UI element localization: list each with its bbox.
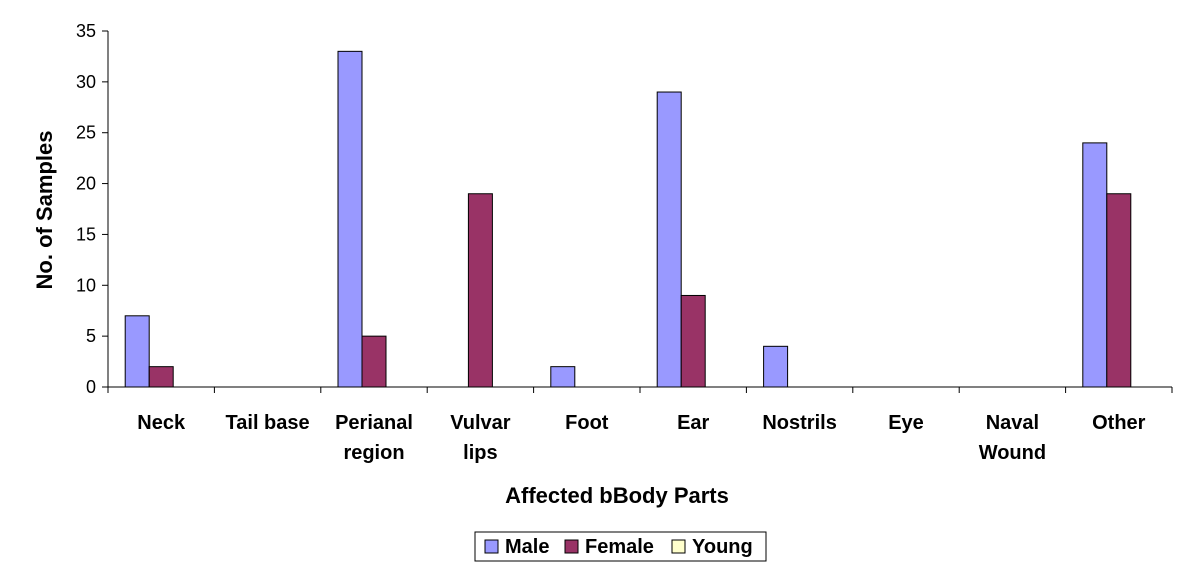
x-category-label: region: [343, 442, 404, 464]
y-tick-label: 30: [76, 72, 96, 92]
legend-label-female: Female: [585, 536, 654, 558]
bar-female-3: [467, 193, 493, 388]
y-axis: 0 5 10 15 20 25 30 35: [76, 21, 109, 397]
bar-female-0: [148, 366, 174, 388]
bars: [124, 50, 1132, 388]
bar-female-9: [1106, 193, 1132, 388]
legend-label-young: Young: [692, 536, 753, 558]
y-tick-label: 15: [76, 224, 96, 244]
x-category-label: Nostrils: [762, 412, 836, 434]
bar-female-5: [680, 294, 706, 388]
legend-label-male: Male: [505, 536, 549, 558]
legend-swatch-young: [671, 539, 686, 554]
x-category-label: Foot: [565, 412, 609, 434]
y-tick-label: 20: [76, 174, 96, 194]
bar-male-2: [337, 50, 363, 388]
x-category-label: Eye: [888, 412, 924, 434]
y-tick-label: 35: [76, 21, 96, 41]
x-axis-title: Affected bBody Parts: [505, 483, 729, 508]
legend-box: [474, 531, 767, 562]
y-tick-label: 10: [76, 275, 96, 295]
x-category-label: Ear: [677, 412, 709, 434]
x-category-label: Perianal: [335, 412, 413, 434]
x-category-label: Wound: [979, 442, 1046, 464]
y-tick-label: 5: [86, 326, 96, 346]
bar-female-2: [361, 335, 387, 388]
legend: Male Female Young: [474, 531, 767, 562]
x-category-label: Naval: [986, 412, 1039, 434]
x-category-label: Neck: [137, 412, 186, 434]
bar-male-6: [763, 345, 789, 388]
x-category-label: Tail base: [226, 412, 310, 434]
category-labels: Neck Tail base Perianal region Vulvar lips Foo…: [137, 412, 1145, 464]
y-tick-label: 25: [76, 123, 96, 143]
y-tick-label: 0: [86, 377, 96, 397]
bar-male-0: [124, 315, 150, 388]
x-axis: [107, 386, 1173, 393]
legend-swatch-female: [564, 539, 579, 554]
bar-male-9: [1082, 142, 1108, 388]
y-axis-title: No. of Samples: [32, 131, 57, 290]
bar-male-4: [550, 366, 576, 388]
bar-male-5: [656, 91, 682, 388]
x-category-label: Other: [1092, 412, 1146, 434]
legend-swatch-male: [484, 539, 499, 554]
x-category-label: lips: [463, 442, 497, 464]
x-category-label: Vulvar: [450, 412, 511, 434]
